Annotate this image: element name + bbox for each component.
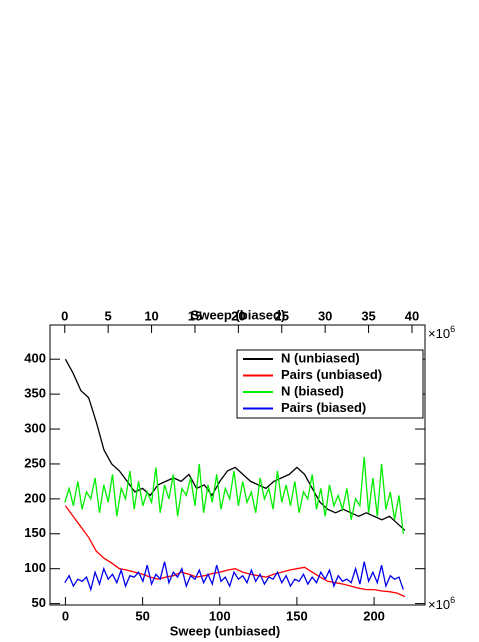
x2-tick-label: 0 xyxy=(61,308,68,323)
y-tick-label: 150 xyxy=(24,525,46,540)
x-tick-label: 150 xyxy=(286,608,308,623)
x-tick-label: 100 xyxy=(209,608,231,623)
x2-tick-label: 15 xyxy=(188,308,202,323)
x2-tick-label: 20 xyxy=(231,308,245,323)
x2-tick-label: 25 xyxy=(275,308,289,323)
x2-tick-label: 35 xyxy=(361,308,375,323)
y-tick-label: 250 xyxy=(24,455,46,470)
x-tick-label: 200 xyxy=(363,608,385,623)
x-exponent-base: ×10 xyxy=(428,597,450,612)
series-line xyxy=(64,456,404,534)
y-tick-label: 100 xyxy=(24,560,46,575)
y-tick-label: 350 xyxy=(24,386,46,401)
x2-tick-label: 40 xyxy=(405,308,419,323)
x2-tick-label: 30 xyxy=(318,308,332,323)
x2-tick-label: 10 xyxy=(144,308,158,323)
x2-exponent: ×106 xyxy=(428,324,455,341)
x2-exponent-power: 6 xyxy=(450,324,455,334)
x-tick-label: 0 xyxy=(62,608,69,623)
x2-exponent-base: ×10 xyxy=(428,326,450,341)
series-line xyxy=(64,505,406,598)
y-tick-label: 300 xyxy=(24,420,46,435)
series-line xyxy=(64,358,406,531)
plot-frame xyxy=(49,324,426,606)
y-tick-label: 200 xyxy=(24,490,46,505)
y-tick-label: 50 xyxy=(32,595,46,610)
x-exponent-power: 6 xyxy=(450,595,455,605)
legend-label: N (biased) xyxy=(281,383,344,398)
legend-label: Pairs (biased) xyxy=(281,400,366,415)
legend-box xyxy=(236,349,424,419)
x-axis-title: Sweep (unbiased) xyxy=(170,623,281,638)
series-line xyxy=(64,561,404,592)
x2-axis-title: Sweep (biased) xyxy=(191,307,286,322)
legend-label: N (unbiased) xyxy=(281,350,360,365)
y-tick-label: 400 xyxy=(24,351,46,366)
x-tick-label: 50 xyxy=(135,608,149,623)
x-exponent: ×106 xyxy=(428,595,455,612)
x2-tick-label: 5 xyxy=(105,308,112,323)
legend-label: Pairs (unbiased) xyxy=(281,367,382,382)
